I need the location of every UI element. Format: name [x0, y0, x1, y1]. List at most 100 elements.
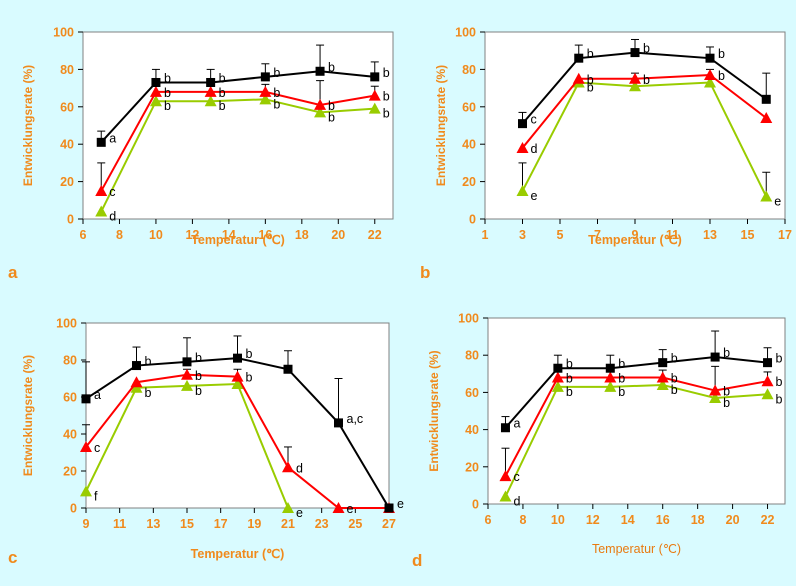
y-tick-label: 40: [462, 138, 476, 152]
x-tick-label: 13: [146, 517, 160, 531]
data-point-black: [630, 48, 640, 58]
significance-letter: b: [566, 372, 573, 386]
data-point-green: [499, 490, 512, 502]
data-point-green: [709, 391, 722, 403]
y-tick-label: 80: [462, 63, 476, 77]
x-tick-label: 8: [519, 513, 526, 527]
x-tick-label: 11: [113, 517, 126, 531]
significance-letter: b: [328, 110, 335, 124]
significance-letter: b: [776, 392, 783, 406]
data-point-black: [206, 77, 216, 87]
data-point-red: [761, 375, 774, 387]
significance-letter: d: [109, 210, 116, 224]
x-tick-label: 22: [368, 228, 382, 242]
x-tick-label: 27: [382, 517, 396, 531]
x-tick-label: 8: [116, 228, 123, 242]
data-point-green: [604, 380, 617, 392]
data-point-black: [605, 363, 615, 373]
significance-letter: e: [397, 497, 404, 511]
significance-letter: b: [566, 385, 573, 399]
data-point-black: [761, 94, 771, 104]
y-tick-label: 80: [63, 354, 77, 368]
data-point-green: [149, 95, 162, 107]
x-tick-label: 13: [703, 228, 717, 242]
y-tick-label: 0: [469, 213, 476, 227]
significance-letter: b: [219, 86, 226, 100]
significance-letter: b: [219, 71, 226, 85]
y-tick-label: 60: [465, 386, 479, 400]
data-point-green: [761, 388, 774, 400]
data-point-black: [233, 353, 242, 363]
data-point-green: [259, 93, 272, 105]
data-point-red: [604, 371, 617, 383]
significance-letter: b: [383, 66, 390, 80]
significance-letter: b: [776, 375, 783, 389]
chart-panel-a: 0 20 40 60 80 100 6 8 10 12 14 16 18 20 22 Entwicklungs…: [8, 26, 394, 282]
y-tick-label: 100: [53, 26, 74, 40]
data-point-black: [553, 363, 563, 373]
y-axis-title: Entwicklungsrate (%): [21, 65, 35, 186]
data-point-black: [763, 358, 773, 368]
significance-letter: b: [328, 60, 335, 74]
x-tick-label: 15: [741, 228, 755, 242]
x-axis-title: Temperatur (℃): [588, 233, 682, 247]
data-point-black: [518, 119, 527, 129]
significance-letter: b: [776, 352, 783, 366]
data-point-black: [710, 352, 720, 362]
data-point-red: [130, 376, 143, 388]
significance-letter: b: [587, 80, 594, 94]
significance-letter: b: [164, 99, 171, 113]
x-tick-label: 16: [656, 513, 670, 527]
data-point-green: [231, 378, 244, 390]
significance-letter: b: [671, 383, 678, 397]
y-tick-label: 20: [465, 460, 479, 474]
x-tick-label: 9: [83, 517, 90, 531]
x-tick-label: 14: [621, 513, 635, 527]
significance-letter: c: [109, 185, 115, 199]
significance-letter: b: [587, 47, 594, 61]
series-line-green: [504, 383, 768, 497]
panel-letter: d: [412, 551, 422, 570]
y-tick-label: 40: [63, 428, 77, 442]
x-tick-label: 21: [281, 517, 295, 531]
y-tick-label: 20: [60, 175, 74, 189]
y-axis-title: Entwicklungsrate (%): [434, 65, 448, 186]
data-point-red: [704, 69, 716, 81]
x-tick-label: 22: [761, 513, 775, 527]
significance-letter: a: [109, 131, 116, 145]
data-point-red: [332, 502, 345, 513]
data-point-green: [204, 95, 217, 107]
data-point-red: [709, 384, 722, 396]
y-tick-label: 0: [472, 498, 479, 512]
significance-letter: b: [723, 346, 730, 360]
data-point-green: [314, 106, 327, 118]
panel-letter: b: [420, 263, 430, 282]
significance-letter: b: [246, 371, 253, 385]
y-tick-label: 0: [67, 213, 74, 227]
x-tick-label: 17: [778, 228, 792, 242]
data-point-black: [370, 72, 380, 82]
significance-letter: e: [347, 502, 354, 516]
significance-letter: b: [671, 372, 678, 386]
x-tick-label: 14: [222, 228, 236, 242]
significance-letter: a: [94, 388, 101, 402]
x-tick-label: 3: [519, 228, 526, 242]
x-tick-label: 18: [691, 513, 705, 527]
data-point-black: [315, 66, 325, 76]
significance-letter: c: [94, 441, 100, 455]
significance-letter: b: [618, 372, 625, 386]
y-tick-label: 40: [465, 423, 479, 437]
data-point-red: [499, 470, 512, 482]
data-point-black: [132, 361, 141, 371]
plot-area: [484, 31, 786, 220]
significance-letter: b: [246, 347, 253, 361]
x-tick-label: 20: [331, 228, 345, 242]
x-tick-label: 12: [586, 513, 600, 527]
data-point-black: [500, 423, 510, 433]
series-line-black: [100, 70, 375, 144]
significance-letter: b: [328, 99, 335, 113]
series-line-red: [504, 376, 768, 477]
x-axis-title: Temperatur (℃): [191, 547, 285, 561]
